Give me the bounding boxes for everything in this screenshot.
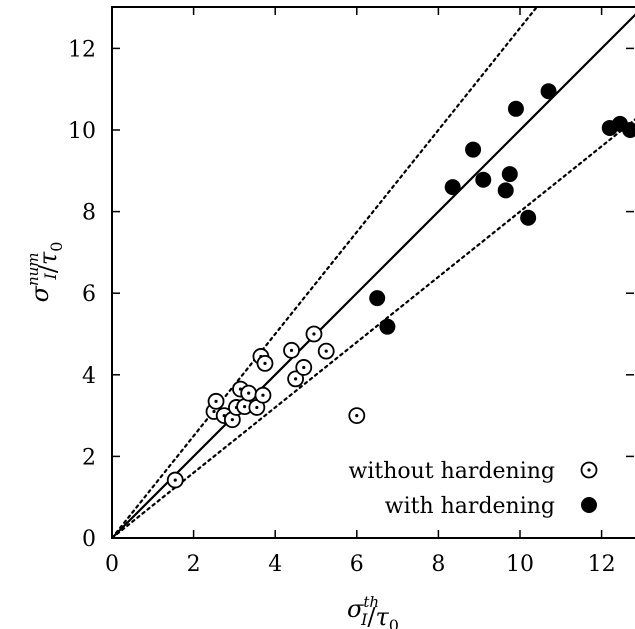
- point-without-hardening: [287, 370, 305, 388]
- point-with-hardening: [501, 166, 518, 183]
- center-dot: [312, 332, 316, 336]
- point-without-hardening: [305, 325, 323, 343]
- y-tick-label: 0: [82, 527, 96, 552]
- center-dot: [302, 365, 306, 370]
- y-tick-label: 4: [82, 364, 96, 389]
- center-dot: [324, 349, 328, 353]
- point-without-hardening: [317, 342, 335, 360]
- legend: without hardening with hardening: [349, 459, 598, 519]
- center-dot: [263, 361, 267, 365]
- x-tick-label: 4: [268, 552, 282, 577]
- center-dot: [212, 409, 216, 414]
- center-dot: [247, 391, 251, 395]
- center-dot: [243, 405, 247, 409]
- point-without-hardening: [348, 407, 366, 425]
- center-dot: [230, 418, 234, 422]
- center-dot: [255, 405, 259, 410]
- y-tick-label: 10: [68, 119, 96, 144]
- point-without-hardening: [166, 471, 184, 489]
- plot-frame: [111, 6, 635, 539]
- point-without-hardening: [254, 386, 272, 404]
- point-with-hardening: [622, 122, 635, 138]
- axis-ticks: 0 2 4 6 8 10 12 0 2 4 6 8 10 12: [68, 7, 634, 577]
- y-tick-label: 6: [82, 282, 96, 307]
- x-tick-label: 0: [105, 552, 119, 577]
- center-dot: [173, 478, 177, 482]
- center-dot: [587, 468, 591, 472]
- center-dot: [289, 348, 294, 352]
- y-tick-label: 2: [82, 445, 96, 470]
- point-without-hardening: [295, 359, 313, 376]
- y-tick-label: 12: [68, 37, 96, 62]
- center-dot: [214, 399, 218, 403]
- reference-lines: [112, 7, 635, 538]
- bound-line-slope-1.25: [112, 7, 539, 538]
- legend-label: with hardening: [385, 494, 555, 519]
- identity-line: [112, 13, 635, 538]
- x-axis-title: σth I/τ0: [347, 593, 399, 629]
- legend-label: without hardening: [349, 459, 556, 484]
- x-tick-label: 2: [187, 552, 201, 577]
- point-without-hardening: [240, 384, 258, 402]
- point-without-hardening: [283, 341, 300, 359]
- point-with-hardening: [540, 83, 557, 100]
- x-tick-label: 6: [350, 552, 364, 577]
- center-dot: [294, 377, 298, 381]
- point-with-hardening: [520, 209, 537, 226]
- x-tick-label: 8: [431, 552, 445, 577]
- point-with-hardening: [465, 141, 482, 158]
- y-axis-title: σnumI/τ0: [24, 242, 66, 303]
- y-tick-label: 8: [82, 201, 96, 226]
- point-without-hardening: [207, 392, 225, 410]
- point-with-hardening: [507, 100, 524, 117]
- point-with-hardening: [475, 171, 492, 188]
- point-with-hardening: [497, 182, 514, 199]
- point-with-hardening: [379, 318, 396, 335]
- point-with-hardening: [369, 290, 386, 307]
- legend-marker-without-hardening: [580, 461, 598, 479]
- x-tick-label: 12: [588, 552, 616, 577]
- x-tick-label: 10: [506, 552, 534, 577]
- legend-marker-with-hardening: [581, 497, 597, 513]
- center-dot: [355, 414, 359, 418]
- bound-line-slope-0.8: [112, 118, 635, 538]
- point-without-hardening: [256, 354, 274, 372]
- point-with-hardening: [444, 179, 461, 196]
- center-dot: [261, 393, 265, 397]
- data-points: [166, 83, 635, 489]
